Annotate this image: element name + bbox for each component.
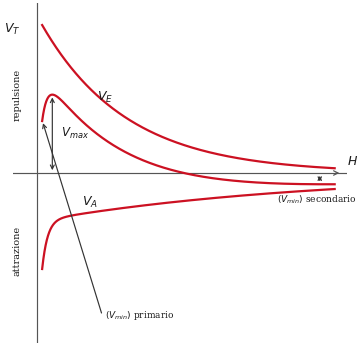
Text: $(V_{min})$ primario: $(V_{min})$ primario (105, 309, 174, 322)
Text: $V_T$: $V_T$ (4, 22, 20, 37)
Text: $(V_{min})$ secondario: $(V_{min})$ secondario (277, 194, 357, 207)
Text: $H$: $H$ (347, 155, 358, 168)
Text: $V_A$: $V_A$ (82, 195, 98, 210)
Text: $V_{max}$: $V_{max}$ (61, 126, 89, 142)
Text: attrazione: attrazione (13, 226, 22, 276)
Text: repulsione: repulsione (13, 69, 22, 121)
Text: $V_E$: $V_E$ (97, 90, 113, 106)
